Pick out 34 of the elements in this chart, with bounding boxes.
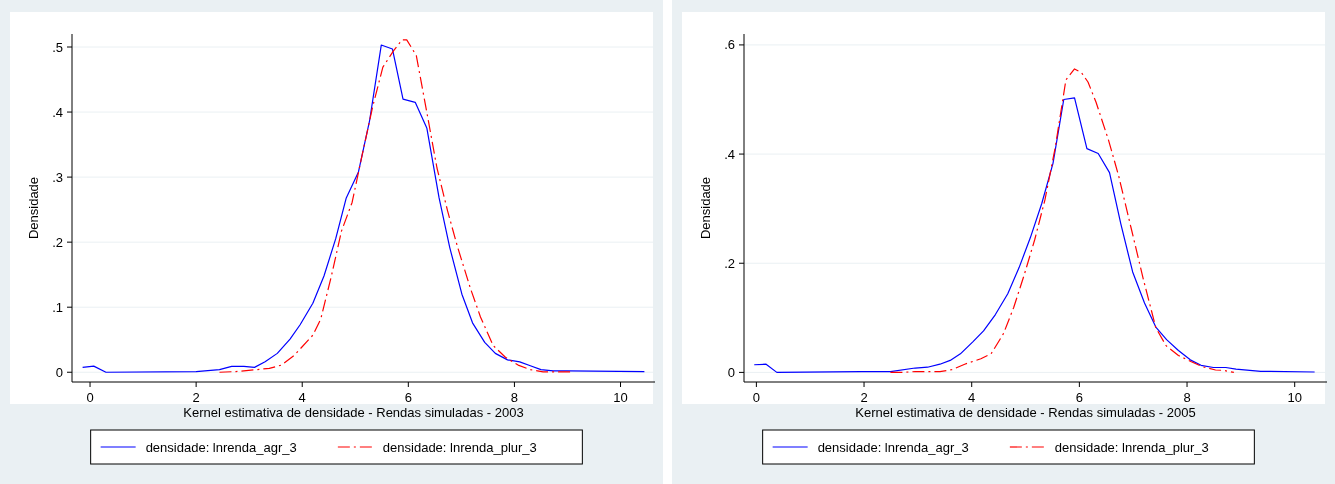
y-tick-label: 0	[55, 364, 63, 380]
line-series	[82, 44, 645, 373]
y-tick-label: 0	[727, 364, 735, 380]
x-axis-title: Kernel estimativa de densidade - Rendas simuladas - 2005	[855, 405, 1196, 420]
y-tick-label: .2	[724, 255, 735, 271]
x-tick-label: 4	[968, 390, 976, 405]
x-tick-label: 6	[404, 390, 412, 405]
line-series	[218, 39, 573, 373]
y-axis-title: Densidade	[26, 176, 41, 240]
legend-label: densidade: lnrenda_plur_3	[382, 439, 537, 455]
x-tick-label: 10	[1287, 390, 1302, 405]
legend-label: densidade: lnrenda_agr_3	[145, 439, 297, 455]
y-tick-label: .5	[52, 39, 63, 55]
y-tick-label: .3	[52, 169, 63, 185]
y-tick-label: .6	[724, 37, 735, 53]
y-axis-title: Densidade	[698, 176, 713, 240]
x-tick-label: 0	[752, 390, 760, 405]
x-tick-label: 10	[613, 390, 628, 405]
y-tick-label: .4	[52, 104, 63, 120]
line-series	[889, 68, 1235, 373]
legend-label: densidade: lnrenda_agr_3	[817, 439, 969, 455]
x-tick-label: 8	[1183, 390, 1191, 405]
x-tick-label: 2	[192, 390, 200, 405]
x-axis-title: Kernel estimativa de densidade - Rendas simuladas - 2003	[183, 405, 524, 420]
x-tick-label: 0	[86, 390, 94, 405]
x-tick-label: 4	[298, 390, 306, 405]
y-tick-label: .2	[52, 234, 63, 250]
line-series	[753, 97, 1316, 373]
legend-label: densidade: lnrenda_plur_3	[1054, 439, 1209, 455]
x-tick-label: 8	[510, 390, 519, 405]
y-tick-label: .4	[724, 146, 735, 162]
y-tick-label: .1	[52, 299, 63, 315]
x-tick-label: 2	[860, 390, 868, 405]
x-tick-label: 6	[1075, 390, 1083, 405]
